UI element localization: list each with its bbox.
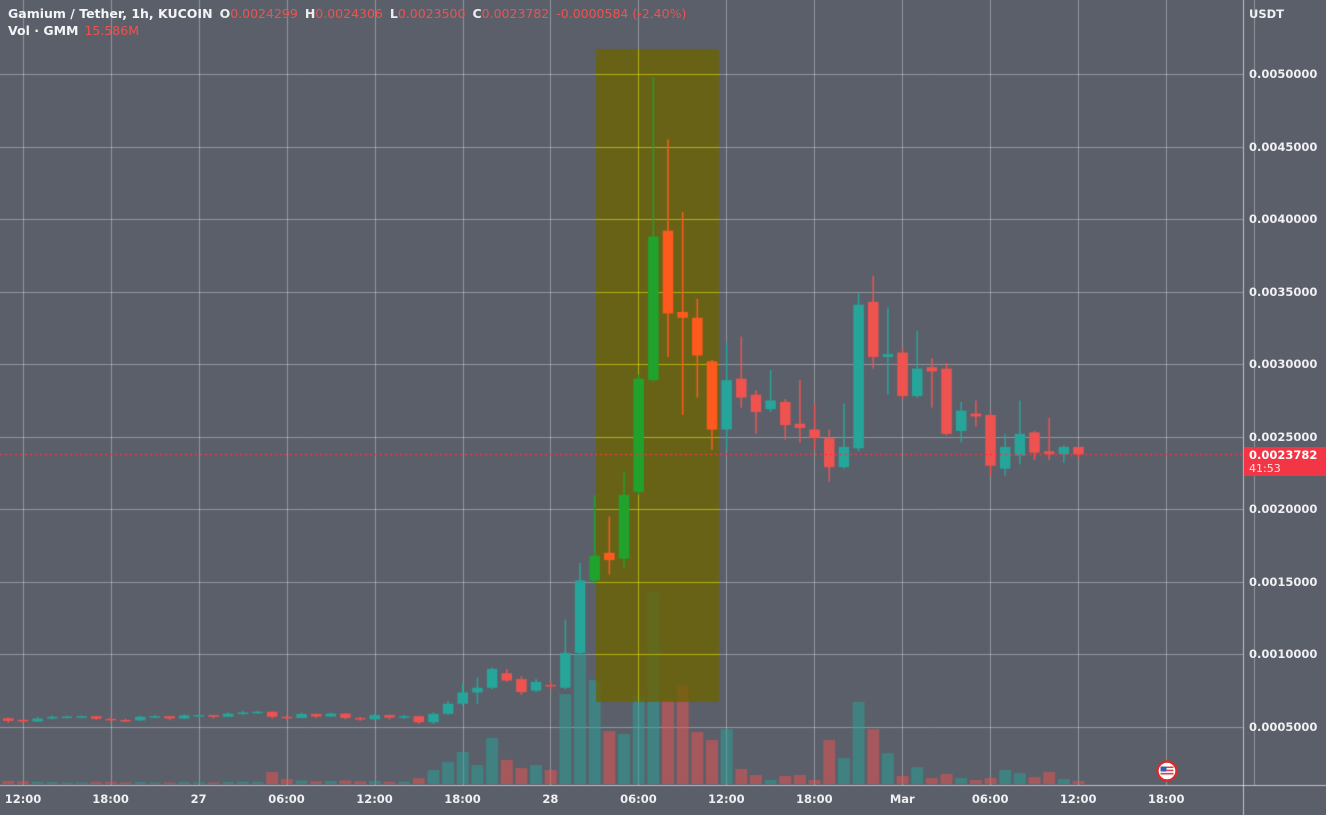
us-flag-event-icon[interactable] bbox=[1156, 760, 1178, 782]
open-label: O bbox=[219, 6, 231, 21]
volume-label[interactable]: Vol · GMM bbox=[8, 23, 79, 38]
price-axis-currency-label: USDT bbox=[1249, 7, 1285, 21]
low-label: L bbox=[389, 6, 398, 21]
price-axis-tick: 0.0010000 bbox=[1249, 647, 1318, 662]
time-axis-tick: 12:00 bbox=[356, 792, 393, 806]
symbol-legend[interactable]: Gamium / Tether, 1h, KUCOIN O0.0024299 H0.… bbox=[8, 5, 686, 39]
price-axis-tick: 0.0040000 bbox=[1249, 212, 1318, 227]
price-axis-tick: 0.0015000 bbox=[1249, 574, 1318, 589]
time-axis-tick: 12:00 bbox=[4, 792, 42, 806]
last-price-label: 0.0023782 41:53 bbox=[1244, 447, 1326, 476]
price-axis-tick: 0.0025000 bbox=[1249, 429, 1318, 444]
time-axis-tick: 28 bbox=[542, 792, 559, 806]
legend-ohlc-row: Gamium / Tether, 1h, KUCOIN O0.0024299 H0.… bbox=[8, 5, 686, 22]
time-axis-tick: 06:00 bbox=[971, 792, 1009, 806]
time-axis-tick: 18:00 bbox=[1147, 792, 1185, 806]
low-value: 0.0023500 bbox=[397, 6, 466, 21]
price-axis-tick: 0.0035000 bbox=[1249, 284, 1318, 299]
change-value: -0.0000584 (-2.40%) bbox=[556, 6, 687, 21]
close-value: 0.0023782 bbox=[481, 6, 550, 21]
time-axis-tick: 06:00 bbox=[268, 792, 305, 806]
candle-countdown: 41:53 bbox=[1249, 462, 1281, 475]
price-axis-tick: 0.0030000 bbox=[1249, 357, 1318, 372]
time-axis-tick: 06:00 bbox=[620, 792, 657, 806]
time-axis-tick: 18:00 bbox=[92, 792, 129, 806]
time-axis-tick: 12:00 bbox=[707, 792, 745, 806]
volume-value: 15.586M bbox=[84, 23, 139, 38]
close-label: C bbox=[472, 6, 482, 21]
time-axis-tick: 12:00 bbox=[1059, 792, 1097, 806]
symbol-title[interactable]: Gamium / Tether, 1h, KUCOIN bbox=[8, 6, 213, 21]
price-axis-tick: 0.0050000 bbox=[1249, 67, 1318, 81]
legend-volume-row: Vol · GMM 15.586M bbox=[8, 22, 686, 39]
price-axis-tick: 0.0045000 bbox=[1249, 139, 1318, 154]
high-value: 0.0024306 bbox=[315, 6, 383, 21]
high-label: H bbox=[304, 6, 316, 21]
time-axis-tick: 27 bbox=[190, 792, 207, 806]
time-axis-tick: 18:00 bbox=[795, 792, 833, 806]
open-value: 0.0024299 bbox=[230, 6, 298, 21]
price-axis-tick: 0.0005000 bbox=[1249, 719, 1318, 734]
last-price-value: 0.0023782 bbox=[1249, 448, 1318, 462]
price-axis-tick: 0.0020000 bbox=[1249, 502, 1318, 517]
time-axis-tick: Mar bbox=[889, 792, 915, 806]
time-axis-tick: 18:00 bbox=[444, 792, 481, 806]
